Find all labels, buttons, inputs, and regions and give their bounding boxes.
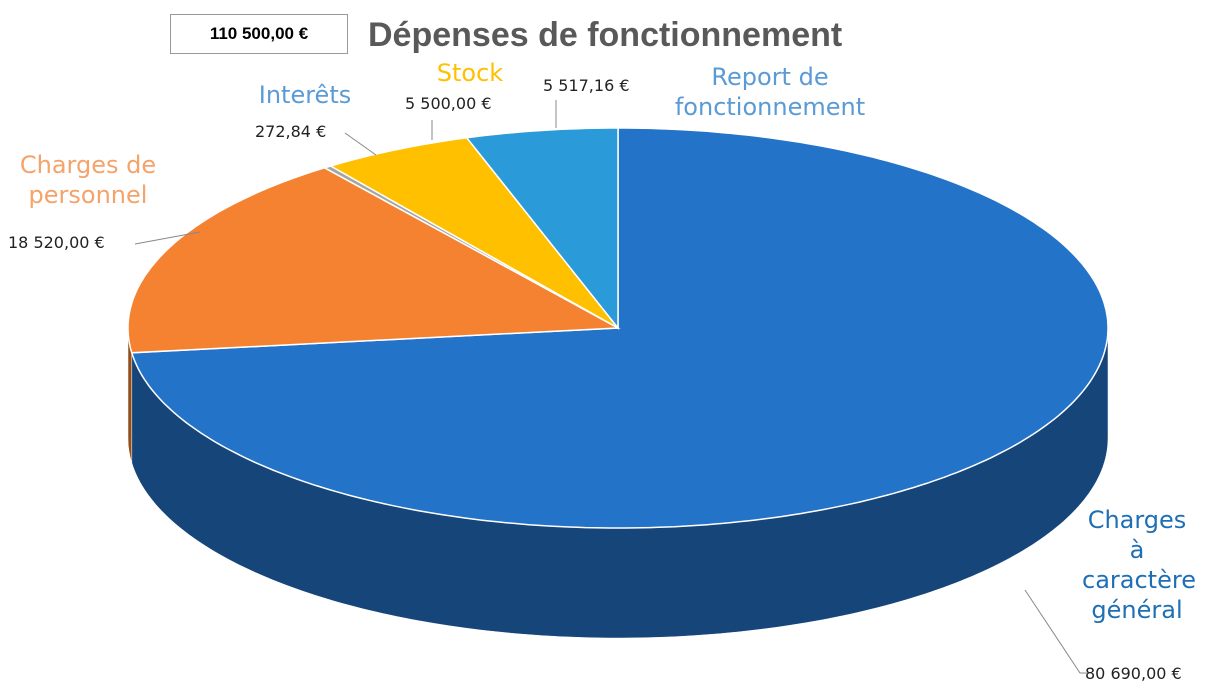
category-label: Charges de personnel [19,151,157,209]
slice [130,127,1109,529]
slice [328,137,619,329]
category-label: Stock [436,59,504,87]
leader-line [344,132,377,156]
value-label: 272,84 € [255,122,327,141]
chart-title: Dépenses de fonctionnement [368,16,843,54]
category-label: Charges à caractère général [1082,506,1196,624]
value-label: 5 500,00 € [405,94,492,113]
category-label: Interêts [258,81,352,109]
value-label: 18 520,00 € [8,233,105,252]
value-label: 5 517,16 € [543,76,630,95]
total-box: 110 500,00 € [170,14,348,54]
leader-line [1024,589,1088,674]
value-label: 80 690,00 € [1085,664,1182,683]
slice [127,166,621,354]
leader-line [134,231,201,245]
slice [465,127,619,331]
category-label: Report de fonctionnement [674,63,866,121]
